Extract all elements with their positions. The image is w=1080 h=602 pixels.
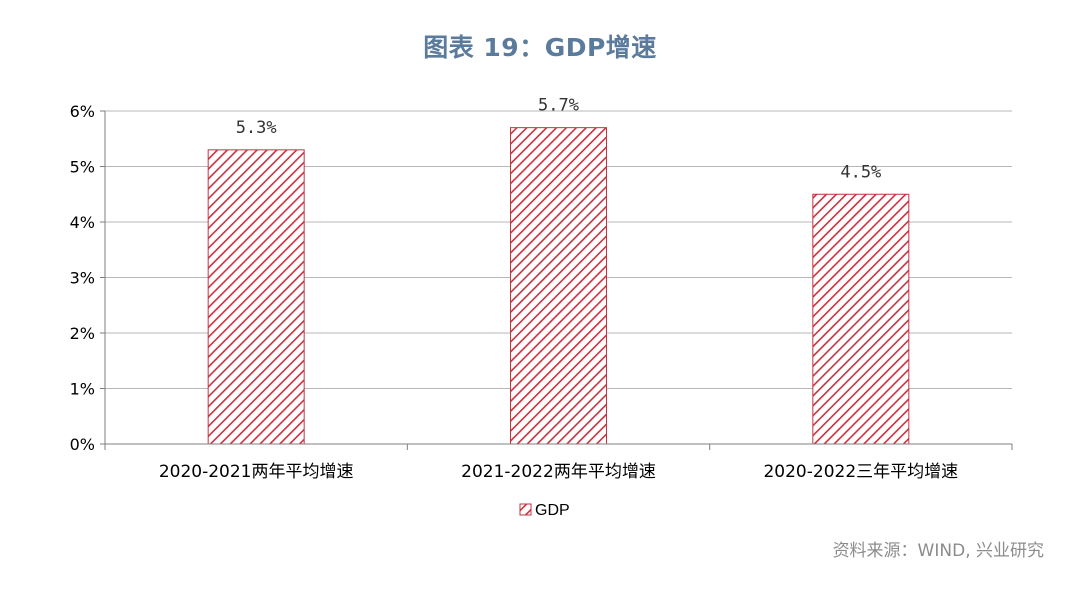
legend-label: GDP (535, 502, 570, 519)
chart-title: 图表 19：GDP增速 (423, 33, 657, 62)
bar (510, 127, 607, 445)
source-note: 资料来源：WIND, 兴业研究 (832, 541, 1044, 561)
x-category-label: 2021-2022两年平均增速 (461, 462, 656, 482)
bar (812, 193, 910, 445)
y-tick-label: 0% (70, 435, 95, 454)
data-label: 4.5% (840, 162, 881, 182)
data-label: 5.3% (236, 118, 277, 138)
y-tick-label: 1% (70, 380, 95, 399)
legend-swatch (519, 503, 532, 516)
y-tick-label: 6% (70, 102, 95, 121)
y-tick-label: 2% (70, 324, 95, 343)
bar (207, 149, 305, 445)
y-tick-label: 3% (70, 269, 95, 288)
y-tick-label: 5% (70, 158, 95, 177)
x-category-label: 2020-2021两年平均增速 (159, 462, 354, 482)
x-category-label: 2020-2022三年平均增速 (763, 462, 958, 482)
data-label: 5.7% (538, 96, 579, 116)
y-tick-label: 4% (70, 213, 95, 232)
